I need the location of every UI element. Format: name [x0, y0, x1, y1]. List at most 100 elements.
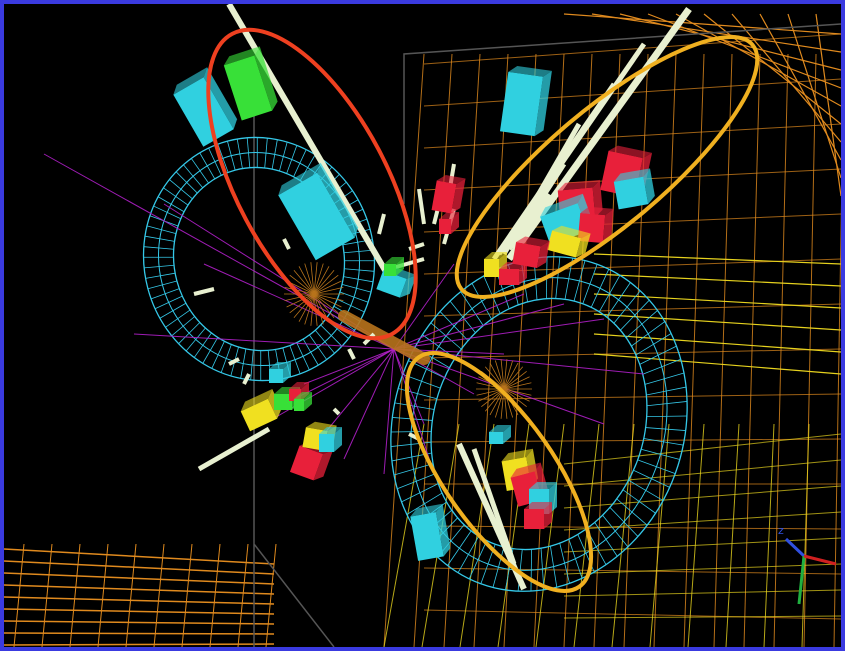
box-side [534, 70, 552, 137]
ring-segment [146, 225, 177, 235]
high-energy-deposit [294, 392, 312, 411]
ring-segment [264, 138, 268, 169]
ring-segment [185, 327, 206, 352]
box-side [451, 178, 466, 214]
em-deposit [512, 236, 550, 269]
ring-segment [641, 448, 680, 460]
ring-segment [144, 235, 175, 242]
muon-chamber-line [703, 13, 841, 125]
x-axis-line [803, 554, 837, 566]
box-side [643, 168, 655, 205]
box-face [410, 512, 444, 561]
ring-segment [582, 264, 598, 304]
ring-segment [439, 311, 469, 341]
ring-segment [645, 427, 686, 431]
hadronic-deposit [410, 503, 451, 561]
ring-segment [550, 546, 558, 588]
ring-segment [401, 483, 439, 503]
box-top [489, 425, 511, 432]
box-side [435, 503, 451, 557]
tracker-disk-spoke [284, 286, 344, 302]
calorimeter-rings [142, 136, 688, 592]
muon-chamber-line [563, 459, 841, 487]
muon-chamber-line [423, 33, 841, 65]
box-face [269, 369, 283, 383]
muon-chambers [4, 13, 841, 647]
ring-segment [540, 548, 545, 590]
box-side [544, 502, 552, 529]
muon-chamber-line [473, 53, 509, 647]
box-side [254, 46, 278, 111]
muon-chamber-line [97, 543, 109, 647]
box-top [319, 427, 342, 434]
muon-chamber-line [593, 253, 841, 265]
box-top [501, 448, 533, 462]
ring-segment [220, 344, 232, 373]
ring-segment [337, 298, 365, 313]
ring-segment [468, 540, 488, 579]
box-top [557, 179, 600, 191]
ring-segment [217, 144, 229, 173]
muon-chamber-line [593, 313, 841, 331]
muon-chamber-line [815, 13, 841, 197]
track [393, 263, 455, 350]
ring-segment [211, 341, 225, 369]
ring-segment [343, 249, 374, 254]
ring-segment [256, 137, 258, 168]
ring-segment [633, 469, 670, 488]
track [303, 348, 395, 385]
muon-chamber-line [4, 584, 275, 595]
ring-segment [598, 275, 621, 312]
muon-chamber-line [573, 423, 600, 647]
ring-segment [236, 138, 243, 169]
muon-chamber-line [593, 353, 841, 375]
box-top [484, 252, 507, 259]
ring-segment [343, 276, 374, 283]
box-side [334, 427, 342, 452]
ring-segment [175, 171, 198, 194]
box-side [536, 240, 550, 269]
box-top [439, 212, 459, 219]
ring-segment [293, 149, 307, 177]
ring-segment [145, 272, 176, 279]
box-side [313, 450, 333, 481]
ring-segment [573, 260, 586, 302]
ring-segment [628, 479, 664, 501]
box-side [575, 233, 591, 258]
box-side [503, 425, 511, 444]
jet-track-short [228, 357, 240, 366]
box-top [508, 66, 552, 77]
ring-segment [339, 291, 369, 303]
ring-segment [391, 430, 432, 433]
box-top [223, 46, 260, 66]
hadronic-deposit [173, 67, 238, 147]
ring-segment [178, 322, 201, 344]
jet-highlight-upper-right [454, 35, 760, 299]
ring-segment [208, 147, 222, 176]
muon-chamber-line [4, 632, 275, 635]
box-top [613, 168, 651, 182]
box-top [524, 502, 552, 509]
jet-track-short [347, 348, 356, 360]
muon-chamber-line [611, 423, 635, 647]
ring-segment [159, 302, 187, 319]
box-top [529, 482, 557, 489]
muon-chamber-line [41, 543, 53, 647]
muon-chamber-line [787, 13, 841, 179]
muon-chamber-line [593, 333, 841, 353]
jet-track-short [282, 238, 291, 250]
ring-segment [639, 345, 677, 365]
ring-segment [635, 333, 672, 356]
box-face [240, 398, 278, 432]
muon-chamber-line [4, 572, 275, 585]
muon-chamber-line [69, 543, 81, 647]
ring-segment [643, 438, 684, 446]
ring-segment [642, 358, 681, 375]
muon-chamber-line [125, 543, 137, 647]
ring-segment [637, 459, 676, 474]
box-face [613, 176, 649, 210]
muon-chamber-line [713, 53, 733, 647]
ring-segment [171, 316, 195, 337]
ring-segment [606, 282, 631, 318]
